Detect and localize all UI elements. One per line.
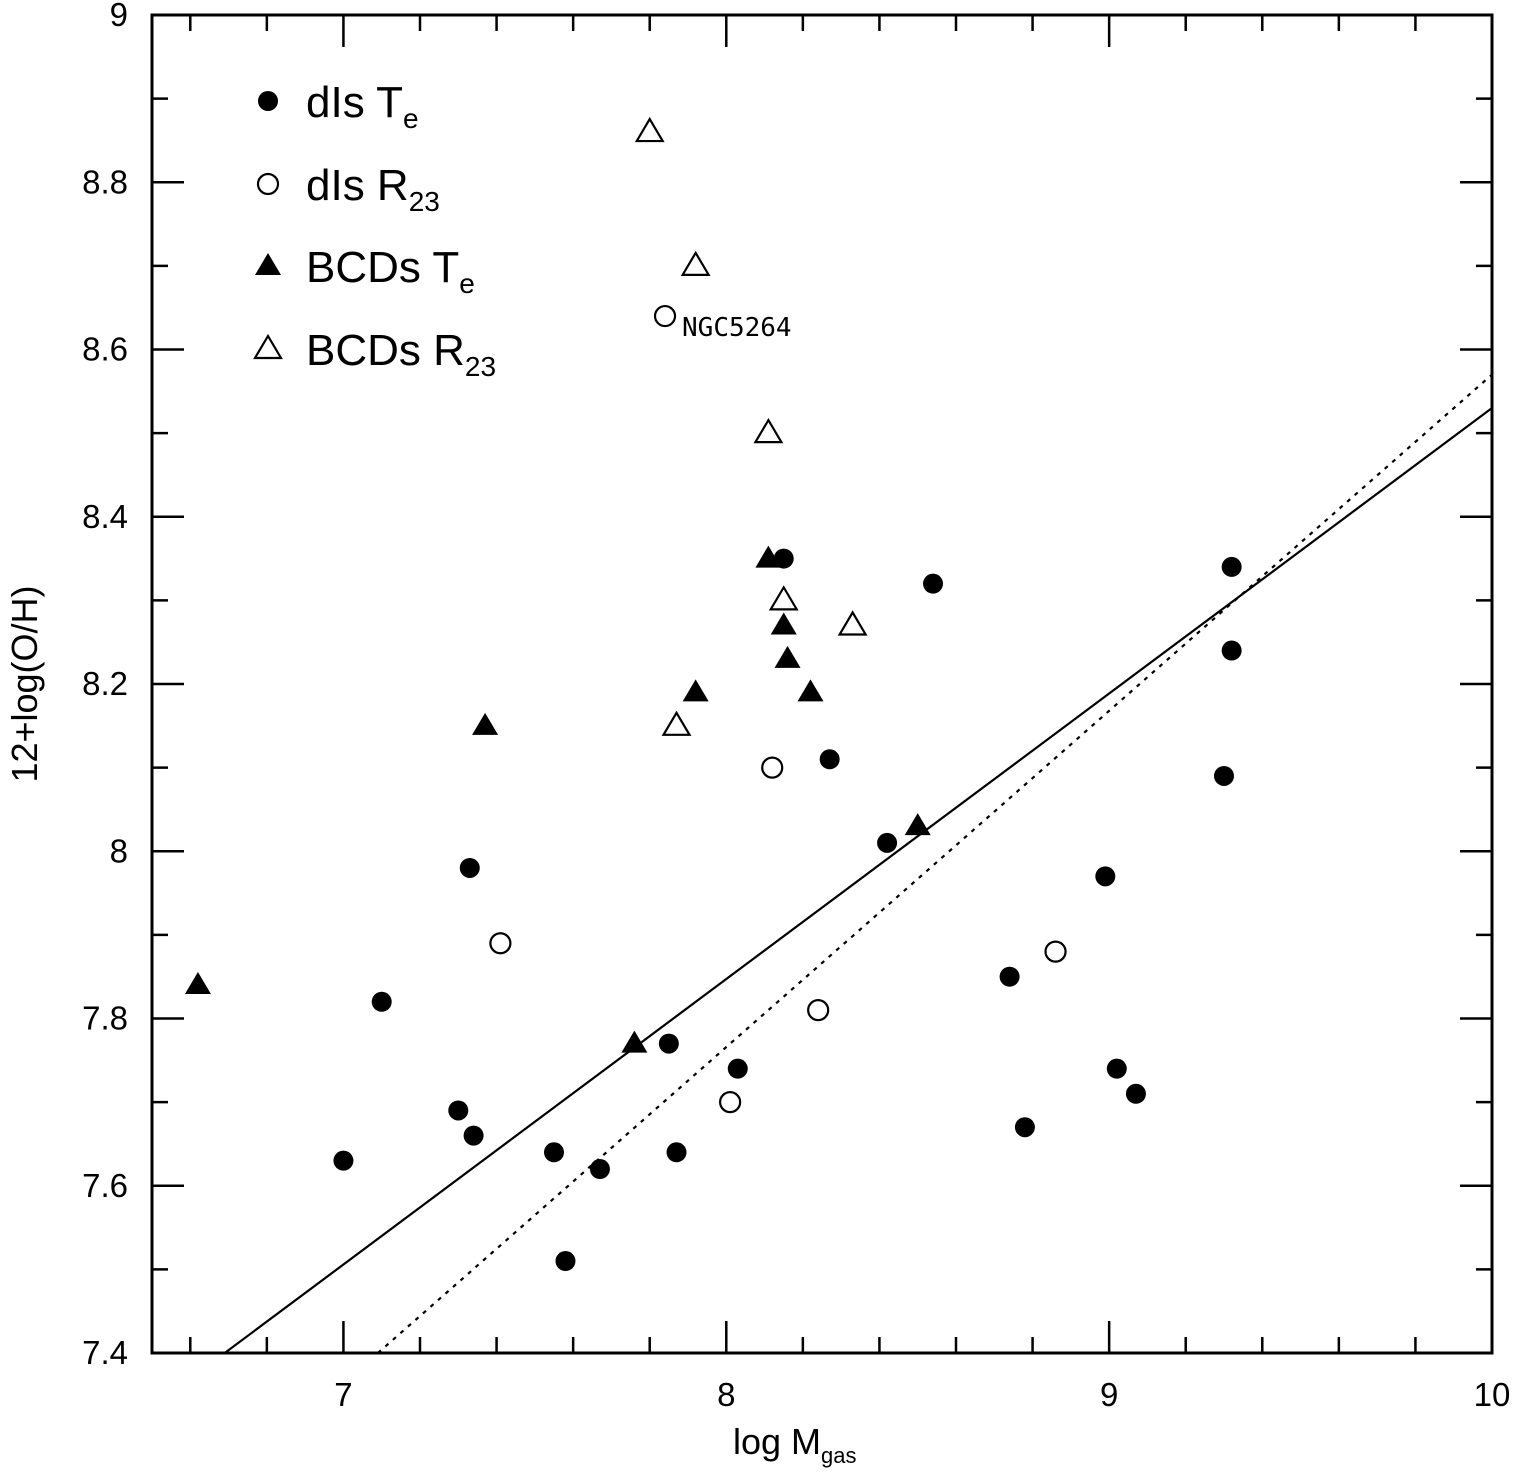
- filled-circle-point: [1125, 1083, 1146, 1104]
- filled-circle-point: [333, 1150, 354, 1171]
- filled-circle-point: [1014, 1117, 1035, 1138]
- filled-circle-point: [666, 1142, 687, 1163]
- x-tick-label: 8: [717, 1376, 735, 1413]
- filled-circle-point: [555, 1251, 576, 1272]
- filled-circle-point: [1214, 765, 1234, 786]
- annotation-label: NGC5264: [682, 313, 792, 343]
- filled-circle-point: [544, 1142, 564, 1163]
- filled-circle-point: [727, 1058, 748, 1079]
- legend-label-sub: 23: [409, 186, 440, 217]
- filled-circle-point: [819, 749, 840, 770]
- filled-circle-point: [463, 1125, 484, 1146]
- open-circle-point: [807, 999, 830, 1022]
- y-tick-label: 8.8: [82, 163, 128, 200]
- y-tick-label: 7.4: [82, 1334, 128, 1371]
- open-circle-point: [719, 1091, 742, 1114]
- open-triangle-point: [661, 710, 692, 736]
- filled-triangle-point: [621, 1030, 648, 1053]
- fit-lines-layer: [224, 373, 1493, 1354]
- y-tick-label: 8.6: [82, 331, 128, 368]
- open-triangle-point: [753, 417, 784, 444]
- legend-label: BCDs Te: [306, 243, 475, 299]
- filled-circle-point: [1221, 640, 1242, 661]
- filled-triangle-point: [774, 645, 801, 668]
- x-tick-label: 10: [1474, 1376, 1511, 1413]
- filled-circle-point: [999, 966, 1020, 987]
- legend-label: BCDs R23: [306, 326, 496, 382]
- y-tick-label: 8.2: [82, 665, 128, 702]
- filled-triangle-point: [472, 712, 499, 735]
- filled-circle-point: [1106, 1058, 1127, 1079]
- filled-circle-point: [589, 1159, 610, 1180]
- legend-marker-open-triangle: [253, 333, 283, 360]
- legend-label-main: BCDs R: [306, 326, 465, 375]
- y-tick-label: 9: [110, 0, 128, 33]
- open-circle-point: [1044, 940, 1067, 963]
- filled-triangle-point: [904, 813, 931, 836]
- filled-triangle-point: [755, 545, 782, 568]
- legend-label: dIs R23: [306, 161, 440, 217]
- legend-label-sub: e: [459, 268, 475, 299]
- y-axis-label: 12+log(O/H): [4, 585, 45, 782]
- legend-label-main: dIs R: [306, 161, 409, 210]
- filled-triangle-point: [797, 679, 824, 702]
- fit-dotted-line: [377, 373, 1493, 1354]
- filled-triangle-point: [184, 972, 211, 995]
- open-triangle-point: [680, 250, 711, 276]
- x-tick-label: 9: [1100, 1376, 1118, 1413]
- open-circle-point: [489, 932, 512, 955]
- open-triangle-point: [634, 116, 665, 143]
- open-triangle-point: [768, 585, 799, 611]
- legend-marker-filled-triangle: [255, 253, 281, 275]
- legend-label-sub: e: [403, 103, 419, 134]
- x-axis-label: log Mgas: [733, 1421, 857, 1468]
- filled-circle-point: [923, 573, 944, 594]
- y-tick-label: 7.6: [82, 1167, 128, 1204]
- filled-circle-point: [371, 991, 392, 1012]
- x-axis-label-main: log M: [733, 1421, 821, 1462]
- y-tick-label: 8.4: [82, 498, 128, 535]
- open-triangle-point: [837, 610, 868, 636]
- filled-circle-point: [448, 1100, 469, 1121]
- legend-label-main: BCDs T: [306, 243, 459, 292]
- fit-solid-line: [224, 407, 1493, 1354]
- filled-triangle-point: [682, 679, 709, 702]
- open-circle-point: [653, 304, 677, 328]
- legend-marker-filled-circle: [258, 91, 278, 111]
- legend-label-sub: 23: [465, 351, 496, 382]
- x-axis-label-sub: gas: [821, 1443, 856, 1468]
- legend-label: dIs Te: [306, 78, 419, 134]
- filled-circle-point: [658, 1033, 679, 1054]
- annotations-layer: NGC5264: [682, 313, 792, 343]
- filled-circle-point: [459, 857, 480, 878]
- filled-circle-point: [1221, 556, 1242, 577]
- plot-frame: [150, 13, 1494, 1355]
- data-points-layer: [184, 116, 1242, 1272]
- legend-label-main: dIs T: [306, 78, 403, 127]
- y-tick-label: 8: [110, 832, 128, 869]
- axes-layer: 7 8 9 10 7.4 7.6 7.8 8 8.2 8.4 8.6 8.8 9: [82, 0, 1510, 1413]
- open-circle-point: [761, 756, 784, 779]
- filled-circle-point: [877, 832, 898, 853]
- x-tick-label: 7: [334, 1376, 352, 1413]
- legend-marker-open-circle: [256, 172, 280, 196]
- y-tick-label: 7.8: [82, 1000, 128, 1037]
- filled-circle-point: [1095, 866, 1116, 887]
- filled-triangle-point: [770, 612, 797, 635]
